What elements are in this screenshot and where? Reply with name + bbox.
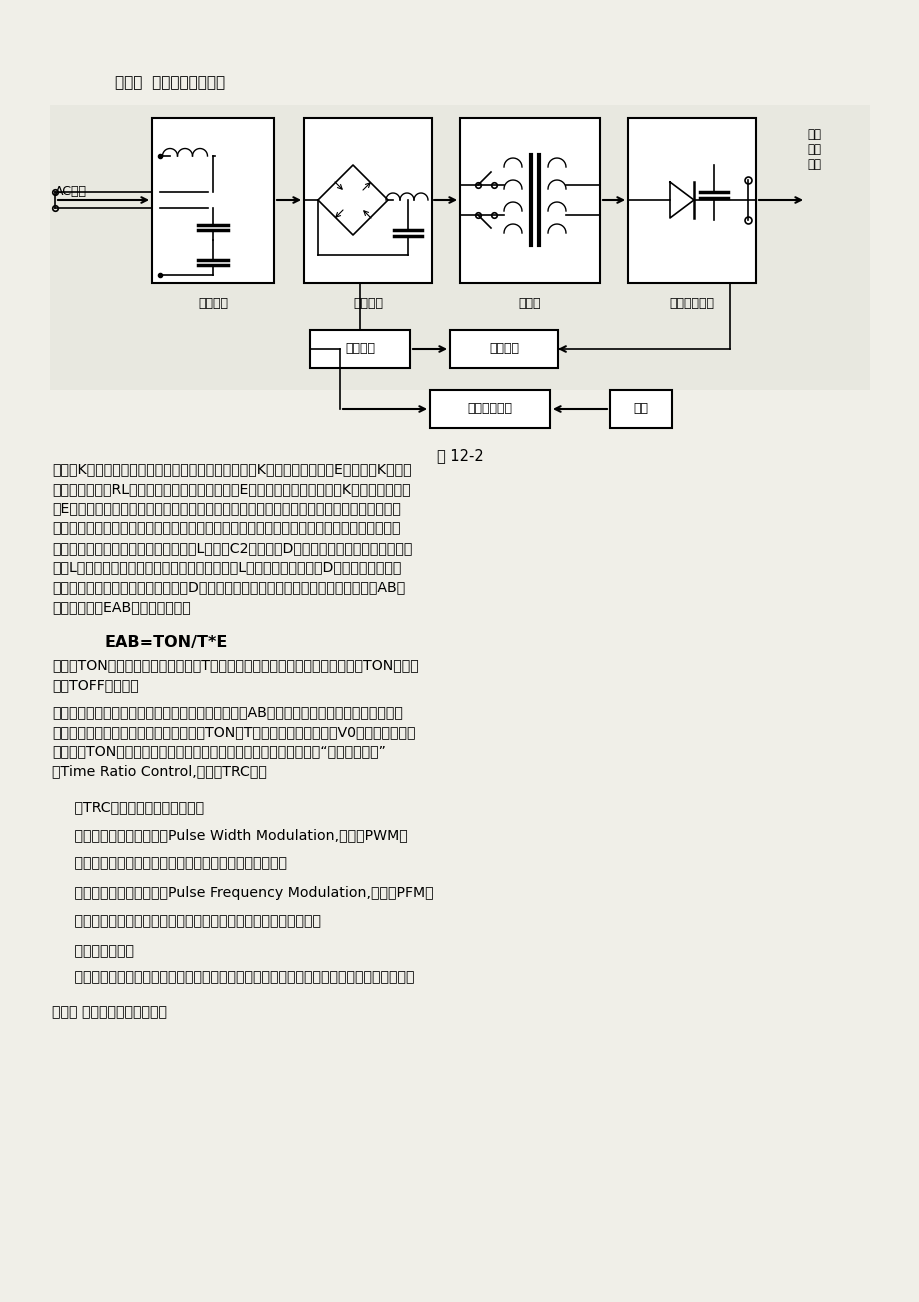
Bar [50,105,869,391]
Text: 图 12-2: 图 12-2 [437,448,482,464]
Text: 导通脉冲宽度恒定，通过改变开关工作频率来改变占空比的方式。: 导通脉冲宽度恒定，通过改变开关工作频率来改变占空比的方式。 [52,914,321,928]
Text: 逆　变: 逆 变 [518,297,540,310]
Text: 第三节 开关电源的发展和趋势: 第三节 开关电源的发展和趋势 [52,1005,167,1019]
Bar [628,118,755,283]
Text: 控制电路: 控制电路 [489,342,518,355]
Text: 整流滤波: 整流滤波 [353,297,382,310]
Bar [609,391,671,428]
Text: 第二节  开关控制稳压原理: 第二节 开关控制稳压原理 [115,76,225,90]
Text: 检测: 检测 [633,402,648,415]
Bar [429,391,550,428]
Text: 开关周期恒定，通过改变脉冲宽度来改变占空比的方式。: 开关周期恒定，通过改变脉冲宽度来改变占空比的方式。 [52,855,287,870]
Text: 输出整流滤波: 输出整流滤波 [669,297,714,310]
Text: 开关K以一定的时间间隔重复地接通和断开，在开关K接通时，输入电源E通过开关K和滤波
电路提供给负载RL，在整个开关接通期间，电源E向负载提供能量；当开关K断开时: 开关K以一定的时间间隔重复地接通和断开，在开关K接通时，输入电源E通过开关K和滤… [52,462,412,615]
Text: 保护动作电路: 保护动作电路 [467,402,512,415]
Bar [310,329,410,368]
Bar [303,118,432,283]
Text: 导通脉冲宽度和开关工作频率均不固定，彼此都能改变的方式，它是以上二种方式的混合。: 导通脉冲宽度和开关工作频率均不固定，彼此都能改变的方式，它是以上二种方式的混合。 [52,970,414,984]
Text: （一）、脉冲宽度调制（Pulse Width Modulation,缩写为PWM）: （一）、脉冲宽度调制（Pulse Width Modulation,缩写为PWM… [52,828,407,842]
Text: EAB=TON/T*E: EAB=TON/T*E [105,635,228,650]
Text: （三）混合调制: （三）混合调制 [52,944,134,958]
Text: AC市电: AC市电 [55,185,87,198]
Bar [152,118,274,283]
Text: 由式可知，改变开关接通时间和工作周期的比例，AB间电压的平均值也随之改变，因此，
随着负载及输入电源电压的变化自动调整TON和T的比例便能使输出电压V0维持不变: 由式可知，改变开关接通时间和工作周期的比例，AB间电压的平均值也随之改变，因此，… [52,704,415,779]
Text: （二）、脉冲频率调制（Pulse Frequency Modulation,缩写为PFM）: （二）、脉冲频率调制（Pulse Frequency Modulation,缩写… [52,885,433,900]
Text: 辅助电源: 辅助电源 [345,342,375,355]
Text: 式中TON为开关每次接通的时间，T为开关通断的工作周期（即开关接通时间TON和关断
时间TOFF之和）。: 式中TON为开关每次接通的时间，T为开关通断的工作周期（即开关接通时间TON和关… [52,658,418,691]
Text: 输出
直流
滤波: 输出 直流 滤波 [806,128,820,171]
Bar [449,329,558,368]
Bar [460,118,599,283]
Text: 输入滤波: 输入滤波 [198,297,228,310]
Text: 按TRC控制原理，有三种方式：: 按TRC控制原理，有三种方式： [52,799,204,814]
